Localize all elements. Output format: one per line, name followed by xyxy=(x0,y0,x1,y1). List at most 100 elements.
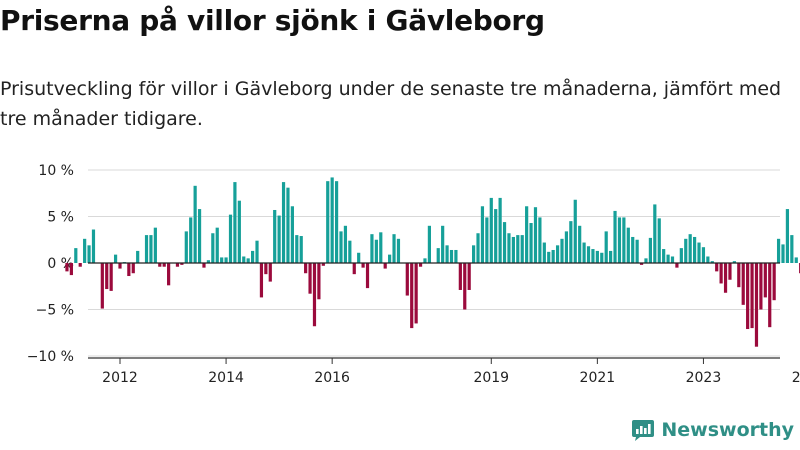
bar-negative xyxy=(180,263,184,265)
bar-positive xyxy=(396,238,401,263)
bar-positive xyxy=(193,185,197,263)
bar-positive xyxy=(560,238,564,263)
bar-positive xyxy=(357,252,361,263)
bar-positive xyxy=(569,221,573,263)
bar-positive xyxy=(622,217,626,263)
y-tick-label: −5 % xyxy=(36,303,74,319)
bar-positive xyxy=(613,210,617,263)
bar-positive xyxy=(295,235,299,263)
bar-positive xyxy=(184,231,188,263)
bar-positive xyxy=(542,242,546,263)
bar-negative xyxy=(264,263,268,275)
bar-positive xyxy=(74,248,78,263)
bar-positive xyxy=(476,233,480,263)
bar-positive xyxy=(277,215,281,263)
bar-positive xyxy=(91,229,96,263)
bar-positive xyxy=(688,234,692,263)
bar-positive xyxy=(348,240,352,263)
bar-positive xyxy=(485,217,489,263)
brand-name: Newsworthy xyxy=(661,419,794,441)
x-axis xyxy=(88,262,780,359)
bar-positive xyxy=(251,250,255,263)
x-tick-label: 2025 xyxy=(792,370,800,386)
bar-positive xyxy=(233,182,237,263)
bar-positive xyxy=(511,236,515,263)
bar-positive xyxy=(144,235,149,263)
x-axis-tick-labels: 2012 2014 2016 2019 2021 2023 2025 xyxy=(102,358,800,386)
bar-positive xyxy=(626,227,630,263)
bar-positive xyxy=(489,197,493,263)
bar-positive xyxy=(781,244,785,263)
bar-negative xyxy=(361,263,365,268)
bar-negative xyxy=(405,263,409,296)
bar-positive xyxy=(87,245,91,263)
bar-negative xyxy=(737,263,741,288)
bar-negative xyxy=(639,263,644,265)
bar-negative xyxy=(304,263,308,274)
bar-positive xyxy=(153,227,157,263)
bar-negative xyxy=(268,263,272,282)
x-tick-label: 2023 xyxy=(686,370,722,386)
bar-negative xyxy=(65,263,69,272)
bar-positive xyxy=(454,249,458,263)
bar-positive xyxy=(578,225,582,263)
bar-negative xyxy=(167,263,171,286)
bar-positive xyxy=(617,217,622,263)
bar-negative xyxy=(728,263,732,280)
bar-positive xyxy=(339,231,343,263)
bar-negative xyxy=(131,263,135,274)
bar-negative xyxy=(759,263,763,310)
y-tick-label: 5 % xyxy=(47,210,74,226)
bar-negative xyxy=(158,263,162,267)
bar-positive xyxy=(507,233,511,263)
bar-positive xyxy=(591,249,595,263)
bar-positive xyxy=(785,209,790,263)
bar-positive xyxy=(237,200,241,263)
bar-negative xyxy=(118,263,122,269)
chart-title: Priserna på villor sjönk i Gävleborg xyxy=(0,4,545,37)
bar-positive xyxy=(255,240,259,263)
bar-positive xyxy=(710,261,714,263)
bar-negative xyxy=(162,263,166,267)
bar-negative xyxy=(100,263,104,309)
bar-positive xyxy=(697,242,701,263)
bar-negative xyxy=(321,263,325,266)
bar-positive xyxy=(299,236,303,263)
bar-negative xyxy=(458,263,462,290)
bar-positive xyxy=(502,222,507,263)
bar-positive xyxy=(693,236,697,263)
bar-positive xyxy=(600,252,604,263)
bar-positive xyxy=(290,206,294,263)
bar-positive xyxy=(648,237,652,263)
bar-positive xyxy=(631,236,635,263)
x-tick-label: 2012 xyxy=(102,370,138,386)
bar-negative xyxy=(69,263,73,276)
y-tick-label: 10 % xyxy=(38,163,74,179)
bar-positive xyxy=(653,204,657,263)
bar-negative xyxy=(746,263,750,330)
bar-negative xyxy=(365,263,370,289)
bar-negative xyxy=(414,263,418,324)
bar-positive xyxy=(520,235,524,263)
bar-positive xyxy=(494,209,498,263)
bar-positive xyxy=(701,247,706,263)
bar-negative xyxy=(723,263,728,293)
bar-positive xyxy=(330,177,334,263)
bar-positive xyxy=(586,246,591,263)
bar-negative xyxy=(763,263,767,298)
bar-positive xyxy=(776,238,781,263)
bar-positive xyxy=(206,260,210,263)
bar-positive xyxy=(525,206,529,263)
bar-negative xyxy=(175,263,180,267)
bar-positive xyxy=(388,254,392,263)
bar-positive xyxy=(215,227,219,263)
bar-positive xyxy=(538,217,542,263)
bar-positive xyxy=(224,257,228,263)
bar-positive xyxy=(480,206,485,263)
bar-positive xyxy=(441,225,445,263)
bar-negative xyxy=(754,263,759,347)
bar-negative xyxy=(467,263,471,290)
bar-positive xyxy=(113,254,118,263)
bar-positive xyxy=(343,225,348,263)
bar-positive xyxy=(273,209,277,263)
